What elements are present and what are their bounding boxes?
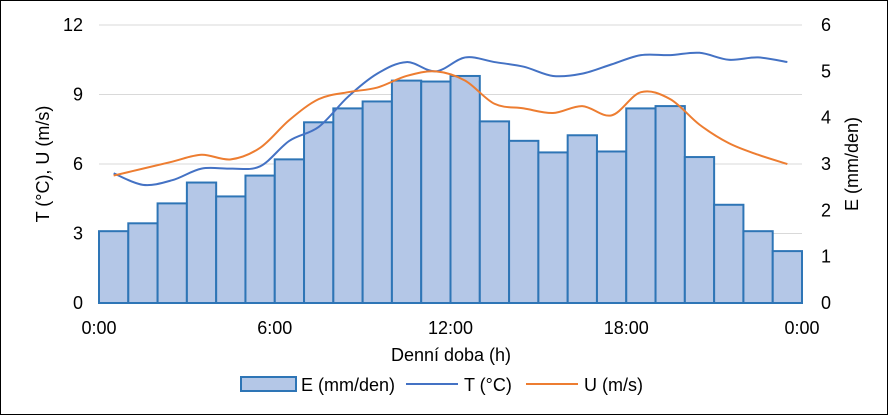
y-right-axis-title: E (mm/den) [842,117,862,211]
e-bar [332,107,364,305]
legend: E (mm/den) T (°C) U (m/s) [240,375,643,395]
e-bar [303,121,335,304]
e-bar [537,151,569,304]
y-left-axis-title: T (°C), U (m/s) [33,106,53,223]
e-bar [508,139,540,304]
e-bar [478,120,511,304]
y-right-tick-label: 2 [821,200,831,220]
u-line [113,70,788,177]
y-left-tick-label: 0 [73,293,83,313]
x-tick-label: 0:00 [81,318,116,338]
y-right-tick-label: 0 [821,293,831,313]
y-left-tick-label: 3 [73,224,83,244]
e-bar [215,195,247,304]
y-right-tick-label: 1 [821,247,831,267]
y-right-tick-label: 5 [821,61,831,81]
y-right-tick-label: 6 [821,15,831,35]
e-bars [98,74,803,305]
e-bar [566,134,598,304]
e-bar [595,150,628,304]
e-bar [449,74,481,305]
t-line [113,51,788,187]
e-bar [771,250,803,305]
legend-label-e: E (mm/den) [301,375,395,395]
e-bar [683,156,716,304]
e-bar [156,202,188,304]
x-tick-label: 18:00 [604,318,649,338]
y-right-tick-label: 3 [821,154,831,174]
y-left-tick-label: 9 [73,85,83,105]
x-tick-label: 12:00 [428,318,473,338]
e-bar [625,107,657,305]
e-bar [185,181,218,305]
legend-label-u: U (m/s) [584,375,643,395]
e-bar [713,203,745,304]
y-right-tick-label: 4 [821,108,831,128]
e-bar [654,105,686,305]
e-bar [390,79,423,304]
x-tick-label: 6:00 [257,318,292,338]
x-axis-title: Denní doba (h) [391,345,511,365]
series-lines [113,51,788,187]
e-bar [98,230,130,304]
y-left-tick-label: 12 [63,15,83,35]
e-bar [361,100,393,304]
x-tick-label: 0:00 [784,318,819,338]
e-bar [742,230,774,304]
e-bar [273,158,306,304]
e-bar [420,80,452,304]
e-bar [244,174,276,304]
y-left-tick-label: 6 [73,154,83,174]
legend-label-t: T (°C) [464,375,512,395]
legend-swatch-e [240,376,297,392]
e-bar [127,222,159,305]
